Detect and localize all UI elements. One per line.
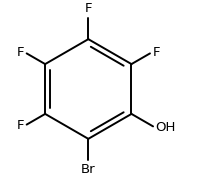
Text: F: F [153,46,160,59]
Text: OH: OH [156,121,176,134]
Text: F: F [85,2,92,15]
Text: F: F [16,119,24,132]
Text: F: F [16,46,24,59]
Text: Br: Br [81,163,96,176]
